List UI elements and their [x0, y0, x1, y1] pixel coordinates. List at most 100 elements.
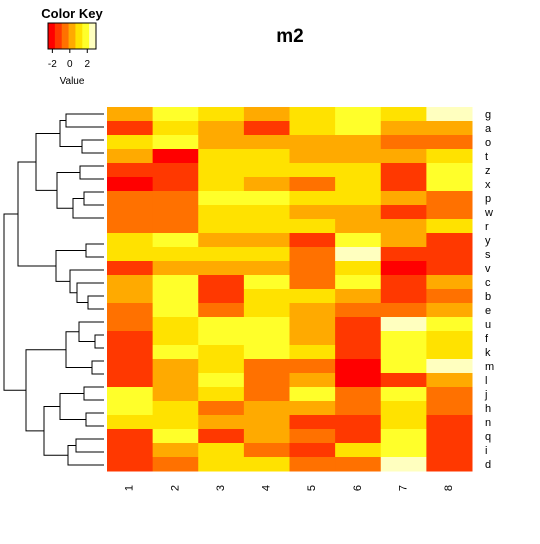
color-key-swatch: [89, 23, 97, 49]
heatmap-cell: [380, 457, 427, 472]
heatmap-cell: [380, 415, 427, 430]
heatmap-cell: [198, 107, 245, 122]
dendrogram-branch: [35, 133, 60, 191]
heatmap-cell: [198, 303, 245, 318]
row-label: w: [484, 207, 493, 219]
heatmap-cell: [380, 247, 427, 262]
row-label: k: [485, 347, 491, 359]
heatmap-cell: [107, 317, 154, 332]
heatmap-cell: [289, 191, 336, 206]
heatmap-cell: [198, 275, 245, 290]
heatmap-cell: [243, 219, 291, 234]
heatmap-cell: [380, 443, 427, 458]
heatmap-cell: [335, 177, 382, 192]
heatmap-cell: [152, 457, 199, 472]
row-label: t: [485, 151, 488, 163]
heatmap-cell: [426, 317, 473, 332]
heatmap-cell: [289, 233, 336, 248]
color-key-tick-label: 0: [67, 59, 73, 70]
heatmap-cell: [198, 191, 245, 206]
heatmap-cell: [335, 401, 382, 416]
heatmap-cell: [198, 331, 245, 346]
row-label: s: [485, 249, 491, 261]
heatmap-cell: [107, 429, 154, 444]
heatmap-cell: [335, 289, 382, 304]
heatmap-cell: [289, 163, 336, 178]
heatmap-cell: [426, 359, 473, 374]
heatmap-cell: [152, 373, 199, 388]
heatmap-cell: [335, 163, 382, 178]
heatmap-cell: [426, 219, 473, 234]
heatmap-cell: [426, 457, 473, 472]
heatmap-cell: [152, 107, 199, 122]
heatmap-cell: [426, 205, 473, 220]
heatmap-cell: [107, 121, 154, 136]
heatmap-cell: [152, 163, 199, 178]
column-label: 8: [443, 485, 455, 491]
heatmap-cell: [107, 233, 154, 248]
row-label: j: [484, 389, 487, 401]
heatmap-cell: [289, 135, 336, 150]
dendrogram-branch: [67, 445, 104, 466]
heatmap-cell: [335, 247, 382, 262]
heatmap-cell: [335, 135, 382, 150]
heatmap-cell: [152, 261, 199, 276]
heatmap-cell: [243, 345, 291, 360]
heatmap-cell: [380, 373, 427, 388]
heatmap-cell: [243, 331, 291, 346]
heatmap-cell: [426, 121, 473, 136]
color-key-title: Color Key: [41, 6, 103, 21]
heatmap-cell: [380, 107, 427, 122]
color-key-ticks: -2 0 2: [48, 49, 90, 70]
heatmap-cell: [289, 443, 336, 458]
heatmap-cell: [426, 107, 473, 122]
heatmap-cell: [426, 233, 473, 248]
heatmap-cell: [243, 359, 291, 374]
heatmap-cell: [198, 121, 245, 136]
heatmap-cell: [198, 177, 245, 192]
heatmap-cell: [426, 135, 473, 150]
dendrogram-branch: [83, 386, 104, 401]
dendrogram-branch: [76, 282, 104, 303]
heatmap-cell: [289, 345, 336, 360]
dendrogram-branch: [43, 406, 68, 456]
heatmap-cell: [289, 205, 336, 220]
heatmap-cell: [243, 373, 291, 388]
heatmap-cell: [107, 387, 154, 402]
row-label: d: [485, 459, 491, 471]
row-label: f: [485, 333, 489, 345]
heatmap-cell: [198, 387, 245, 402]
heatmap-cell: [243, 443, 291, 458]
heatmap-cell: [243, 387, 291, 402]
dendrogram-branch: [87, 295, 104, 310]
color-key-frame: [47, 22, 97, 50]
dendrogram-branch: [94, 334, 104, 349]
heatmap-cell: [380, 303, 427, 318]
heatmap-cell: [152, 359, 199, 374]
heatmap-cell: [335, 443, 382, 458]
row-label: l: [485, 375, 487, 387]
heatmap-cell: [198, 219, 245, 234]
heatmap-cell: [107, 149, 154, 164]
heatmap-cell: [243, 205, 291, 220]
row-label: o: [485, 137, 491, 149]
heatmap-cell: [152, 429, 199, 444]
dendrogram-branch: [69, 269, 104, 294]
color-key-swatch: [48, 23, 56, 49]
heatmap-cell: [426, 247, 473, 262]
heatmap-cell: [152, 443, 199, 458]
heatmap-cell: [198, 233, 245, 248]
row-label: g: [485, 109, 491, 121]
heatmap-cell: [335, 429, 382, 444]
row-label: c: [485, 277, 491, 289]
heatmap-cell: [152, 121, 199, 136]
heatmap-cell: [380, 149, 427, 164]
heatmap-cell: [289, 457, 336, 472]
heatmap-cell: [107, 359, 154, 374]
column-label: 1: [124, 485, 136, 491]
heatmap-cell: [152, 149, 199, 164]
heatmap-cell: [289, 303, 336, 318]
heatmap-cell: [426, 443, 473, 458]
color-key-gradient: [48, 23, 97, 49]
heatmap-cell: [335, 387, 382, 402]
